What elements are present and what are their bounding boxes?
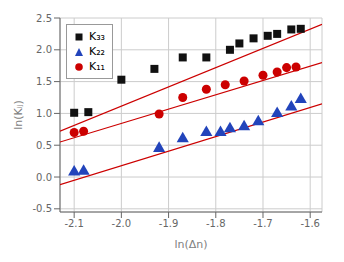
html-text:K₃₃: K₃₃ — [89, 30, 105, 43]
svg-text:2.5: 2.5 — [36, 13, 52, 24]
svg-text:-1.7: -1.7 — [253, 218, 273, 229]
svg-text:-2.1: -2.1 — [64, 218, 84, 229]
html-text:K₂₂: K₂₂ — [89, 45, 105, 58]
svg-text:0.5: 0.5 — [36, 140, 52, 151]
svg-text:ln(Δn): ln(Δn) — [174, 238, 207, 251]
svg-text:1.0: 1.0 — [36, 108, 52, 119]
svg-text:-1.6: -1.6 — [300, 218, 320, 229]
svg-text:-1.9: -1.9 — [159, 218, 179, 229]
svg-text:2.0: 2.0 — [36, 44, 52, 55]
svg-text:-0.5: -0.5 — [32, 203, 52, 214]
svg-text:-1.8: -1.8 — [206, 218, 226, 229]
svg-text:ln(Kᵢⱼ): ln(Kᵢⱼ) — [12, 100, 25, 130]
svg-text:0.0: 0.0 — [36, 172, 52, 183]
svg-text:1.5: 1.5 — [36, 76, 52, 87]
html-text:K₁₁: K₁₁ — [89, 60, 105, 73]
svg-text:-2.0: -2.0 — [112, 218, 132, 229]
